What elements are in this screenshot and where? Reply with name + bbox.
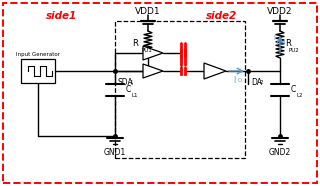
Text: I: I	[233, 76, 235, 85]
Text: C: C	[126, 84, 131, 94]
Text: R: R	[285, 39, 291, 48]
Text: PU2: PU2	[277, 41, 286, 46]
Text: C: C	[291, 84, 296, 94]
Text: 1: 1	[129, 80, 132, 85]
Text: SDA: SDA	[117, 78, 133, 87]
Text: GND2: GND2	[269, 148, 291, 157]
Text: GND1: GND1	[104, 148, 126, 157]
Text: side1: side1	[46, 11, 78, 21]
Text: 2: 2	[260, 80, 263, 85]
Bar	[115, 21, 245, 158]
Text: PU2: PU2	[289, 47, 300, 52]
Text: I: I	[273, 34, 275, 41]
Polygon shape	[143, 46, 163, 60]
Text: L2: L2	[297, 93, 303, 98]
Polygon shape	[143, 64, 163, 78]
Text: PU1: PU1	[142, 47, 153, 52]
Text: VDD1: VDD1	[135, 7, 161, 15]
Text: O: O	[238, 78, 242, 83]
Text: R: R	[132, 39, 138, 48]
Text: VDD2: VDD2	[267, 7, 293, 15]
Text: Input Generator: Input Generator	[16, 52, 60, 57]
Text: side2: side2	[206, 11, 238, 21]
Text: L1: L1	[132, 93, 139, 98]
Text: DA: DA	[251, 78, 262, 87]
Polygon shape	[204, 63, 226, 79]
Bar	[21, 59, 55, 83]
